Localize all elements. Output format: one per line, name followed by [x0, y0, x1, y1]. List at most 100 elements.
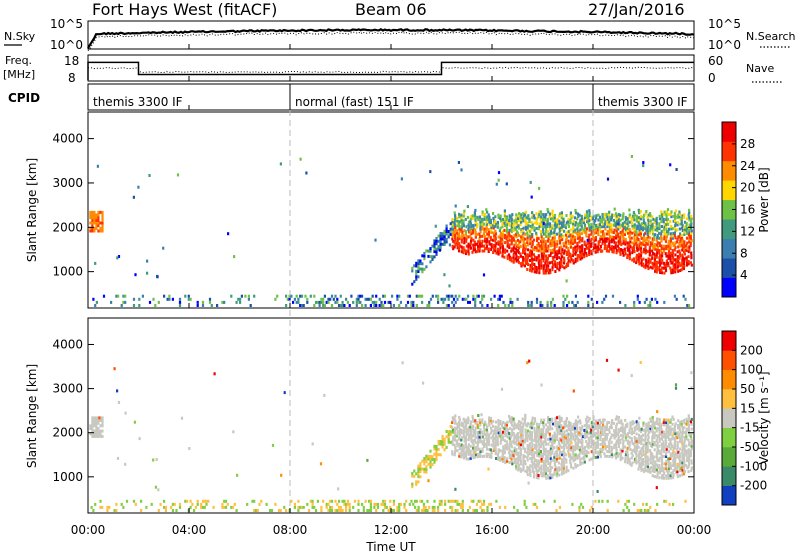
scatter-cell: [640, 258, 643, 262]
scatter-cell: [671, 444, 674, 448]
scatter-cell: [601, 450, 604, 453]
scatter-cell: [605, 358, 609, 362]
scatter-cell: [542, 472, 545, 475]
scatter-cell: [674, 270, 677, 274]
scatter-cell: [368, 499, 371, 503]
scatter-cell: [330, 509, 334, 512]
scatter-cell: [162, 246, 165, 250]
scatter-cell: [389, 505, 392, 509]
scatter-cell: [546, 269, 549, 272]
scatter-cell: [685, 224, 688, 228]
scatter-cell: [671, 253, 674, 257]
scatter-cell: [499, 432, 502, 436]
scatter-cell: [535, 439, 538, 443]
scatter-cell: [535, 434, 539, 438]
scatter-cell: [451, 218, 454, 221]
scatter-cell: [508, 228, 511, 232]
scatter-cell: [101, 434, 104, 438]
scatter-cell: [689, 454, 692, 458]
scatter-cell: [415, 269, 418, 273]
scatter-cell: [449, 222, 452, 226]
scatter-cell: [547, 415, 550, 419]
scatter-cell: [607, 428, 611, 432]
scatter-cell: [479, 420, 482, 424]
scatter-cell: [599, 452, 602, 456]
scatter-cell: [516, 297, 519, 301]
scatter-cell: [485, 239, 488, 243]
scatter-cell: [398, 505, 401, 509]
scatter-cell: [101, 224, 104, 228]
scatter-cell: [463, 429, 466, 433]
scatter-cell: [672, 459, 675, 463]
scatter-cell: [512, 432, 515, 435]
scatter-cell: [460, 216, 463, 220]
scatter-cell: [630, 456, 633, 460]
scatter-cell: [551, 466, 554, 470]
scatter-cell: [497, 242, 500, 246]
scatter-cell: [517, 234, 521, 237]
scatter-cell: [441, 437, 444, 441]
scatter-cell: [542, 230, 545, 234]
scatter-cell: [506, 249, 509, 253]
scatter-cell: [621, 224, 624, 228]
scatter-cell: [674, 431, 677, 435]
scatter-cell: [396, 505, 399, 509]
scatter-cell: [508, 461, 511, 464]
scatter-cell: [497, 297, 500, 301]
scatter-cell: [560, 419, 563, 423]
xtick-label: 00:00: [71, 523, 106, 537]
scatter-cell: [398, 304, 401, 307]
scatter-cell: [295, 294, 298, 298]
scatter-cell: [399, 502, 402, 506]
scatter-cell: [467, 426, 470, 430]
scatter-cell: [460, 448, 463, 452]
scatter-cell: [616, 222, 619, 226]
scatter-cell: [585, 227, 588, 231]
scatter-cell: [423, 257, 426, 261]
scatter-cell: [626, 246, 629, 250]
scatter-cell: [581, 236, 584, 240]
scatter-cell: [658, 256, 661, 260]
scatter-cell: [567, 222, 570, 226]
scatter-cell: [508, 448, 511, 452]
scatter-cell: [658, 241, 661, 245]
scatter-cell: [378, 304, 381, 307]
scatter-cell: [572, 447, 575, 451]
scatter-cell: [560, 211, 563, 215]
scatter-cell: [488, 421, 491, 425]
scatter-cell: [565, 250, 568, 254]
scatter-cell: [577, 415, 580, 419]
scatter-cell: [478, 452, 482, 456]
scatter-cell: [517, 437, 520, 440]
scatter-cell: [576, 236, 579, 240]
scatter-cell: [522, 422, 525, 426]
scatter-cell: [401, 361, 404, 365]
scatter-cell: [547, 234, 550, 238]
scatter-cell: [437, 245, 440, 249]
scatter-cell: [688, 238, 691, 241]
scatter-cell: [226, 502, 229, 506]
scatter-cell: [97, 218, 100, 222]
scatter-cell: [391, 294, 394, 298]
scatter-cell: [117, 401, 121, 404]
scatter-cell: [549, 271, 552, 275]
scatter-cell: [449, 232, 452, 236]
scatter-cell: [469, 246, 472, 250]
scatter-cell: [655, 224, 658, 228]
scatter-cell: [440, 502, 443, 506]
scatter-cell: [535, 246, 538, 250]
scatter-cell: [463, 238, 466, 242]
scatter-cell: [635, 459, 638, 463]
scatter-cell: [553, 248, 556, 251]
scatter-cell: [497, 240, 500, 244]
scatter-cell: [427, 254, 430, 258]
scatter-cell: [672, 244, 675, 248]
scatter-cell: [441, 445, 444, 449]
scatter-cell: [633, 242, 636, 246]
scatter-cell: [556, 240, 559, 243]
scatter-cell: [452, 499, 456, 503]
scatter-cell: [524, 257, 527, 261]
scatter-cell: [494, 427, 497, 431]
scatter-cell: [445, 435, 448, 439]
scatter-cell: [599, 435, 602, 439]
